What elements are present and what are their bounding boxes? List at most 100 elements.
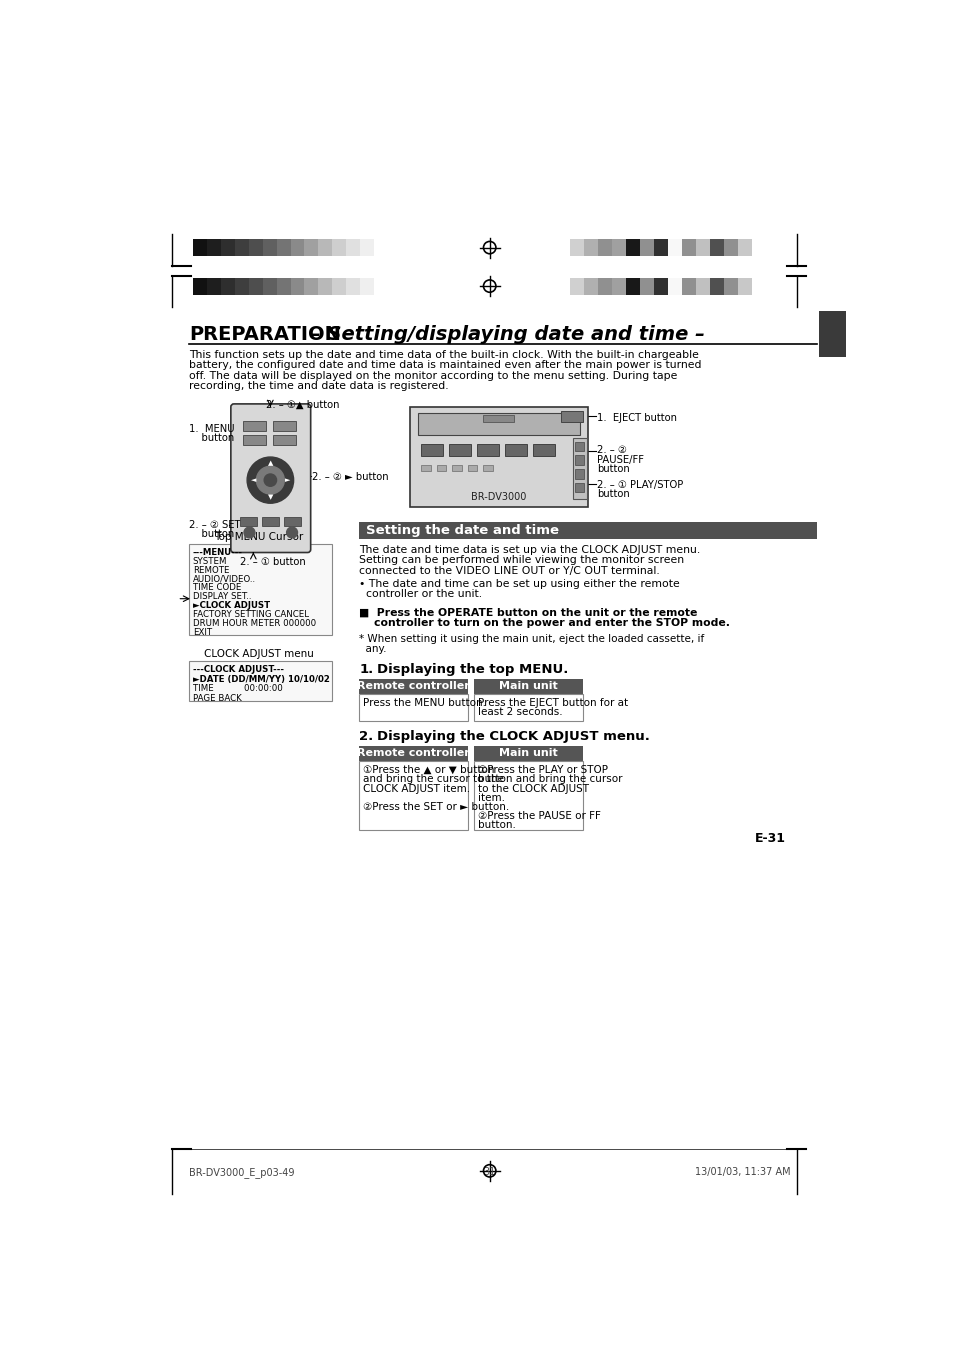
Text: Press the EJECT button for at: Press the EJECT button for at bbox=[477, 698, 627, 708]
Text: ►DATE (DD/MM/YY) 10/10/02: ►DATE (DD/MM/YY) 10/10/02 bbox=[193, 674, 330, 684]
Text: 2. – ② ► button: 2. – ② ► button bbox=[312, 473, 389, 482]
Bar bbox=[612, 239, 625, 257]
Text: Top MENU Cursor: Top MENU Cursor bbox=[213, 532, 303, 542]
Bar bbox=[583, 277, 598, 295]
Bar bbox=[240, 517, 257, 526]
Bar bbox=[474, 694, 582, 721]
Bar bbox=[474, 761, 582, 831]
Bar bbox=[575, 484, 583, 493]
Text: ---MENU---: ---MENU--- bbox=[193, 549, 243, 557]
Bar bbox=[575, 442, 583, 451]
Text: 2. – ①▲ button: 2. – ①▲ button bbox=[266, 400, 339, 409]
Text: ◄: ◄ bbox=[251, 477, 255, 484]
Bar bbox=[421, 444, 443, 457]
Bar bbox=[474, 746, 582, 761]
Text: – Setting/displaying date and time –: – Setting/displaying date and time – bbox=[311, 326, 704, 345]
Text: BR-DV3000: BR-DV3000 bbox=[471, 492, 526, 501]
Bar bbox=[639, 277, 654, 295]
Text: button: button bbox=[189, 530, 234, 539]
Text: battery, the configured date and time data is maintained even after the main pow: battery, the configured date and time da… bbox=[189, 361, 700, 370]
Text: item.: item. bbox=[477, 793, 504, 802]
Text: 31: 31 bbox=[483, 1167, 496, 1177]
Bar bbox=[417, 413, 579, 435]
Text: and bring the cursor to the: and bring the cursor to the bbox=[363, 774, 504, 785]
Bar bbox=[505, 444, 526, 457]
Text: connected to the VIDEO LINE OUT or Y/C OUT terminal.: connected to the VIDEO LINE OUT or Y/C O… bbox=[359, 566, 659, 576]
Bar bbox=[359, 523, 816, 539]
Text: ②Press the PAUSE or FF: ②Press the PAUSE or FF bbox=[477, 811, 600, 821]
Text: FACTORY SETTING CANCEL: FACTORY SETTING CANCEL bbox=[193, 609, 309, 619]
Bar bbox=[304, 239, 318, 257]
Bar bbox=[207, 277, 220, 295]
Text: controller to turn on the power and enter the STOP mode.: controller to turn on the power and ente… bbox=[359, 619, 730, 628]
Text: F.FWD: F.FWD bbox=[508, 447, 523, 453]
Bar bbox=[695, 277, 709, 295]
Text: button: button bbox=[597, 463, 630, 474]
Bar bbox=[570, 239, 583, 257]
Bar bbox=[374, 277, 388, 295]
Text: ►CLOCK ADJUST: ►CLOCK ADJUST bbox=[193, 601, 270, 611]
Text: EJECT: EJECT bbox=[563, 413, 578, 419]
Text: PREPARATION: PREPARATION bbox=[189, 326, 340, 345]
Bar bbox=[220, 239, 234, 257]
Bar bbox=[332, 239, 346, 257]
Bar bbox=[598, 239, 612, 257]
Circle shape bbox=[247, 457, 294, 503]
Text: least 2 seconds.: least 2 seconds. bbox=[477, 708, 562, 717]
Bar bbox=[291, 277, 304, 295]
Bar bbox=[276, 277, 291, 295]
Text: controller or the unit.: controller or the unit. bbox=[359, 589, 482, 598]
Circle shape bbox=[264, 474, 276, 486]
Text: any.: any. bbox=[359, 644, 387, 654]
Bar bbox=[421, 465, 431, 471]
Bar bbox=[346, 277, 360, 295]
Text: The date and time data is set up via the CLOCK ADJUST menu.: The date and time data is set up via the… bbox=[359, 544, 700, 555]
Bar bbox=[737, 277, 751, 295]
Bar bbox=[262, 239, 276, 257]
FancyBboxPatch shape bbox=[231, 404, 311, 553]
Text: off. The data will be displayed on the monitor according to the menu setting. Du: off. The data will be displayed on the m… bbox=[189, 370, 677, 381]
Text: Displaying the CLOCK ADJUST menu.: Displaying the CLOCK ADJUST menu. bbox=[376, 731, 649, 743]
Bar bbox=[243, 422, 266, 431]
Bar bbox=[249, 277, 262, 295]
Text: PAUSE/FF: PAUSE/FF bbox=[597, 455, 643, 465]
Text: ■  Press the OPERATE button on the unit or the remote: ■ Press the OPERATE button on the unit o… bbox=[359, 608, 698, 617]
Text: ►: ► bbox=[284, 477, 290, 484]
Bar bbox=[374, 239, 388, 257]
Bar bbox=[483, 415, 514, 423]
Text: 2. – ① button: 2. – ① button bbox=[240, 557, 306, 567]
Bar bbox=[359, 694, 468, 721]
Bar bbox=[436, 465, 446, 471]
Bar bbox=[262, 277, 276, 295]
Bar bbox=[625, 277, 639, 295]
Bar bbox=[474, 678, 582, 694]
Text: 2. – ② SET: 2. – ② SET bbox=[189, 520, 240, 530]
Bar bbox=[819, 311, 845, 357]
Bar bbox=[681, 277, 695, 295]
Bar bbox=[332, 277, 346, 295]
Text: PLAY: PLAY bbox=[454, 447, 466, 453]
Bar bbox=[612, 277, 625, 295]
Bar bbox=[207, 239, 220, 257]
Text: CLOCK ADJUST menu: CLOCK ADJUST menu bbox=[204, 648, 314, 659]
Text: Displaying the top MENU.: Displaying the top MENU. bbox=[376, 663, 567, 677]
Bar bbox=[249, 239, 262, 257]
Text: Setting the date and time: Setting the date and time bbox=[365, 524, 558, 538]
Text: PAUSE: PAUSE bbox=[479, 447, 496, 453]
Bar bbox=[193, 239, 207, 257]
Bar bbox=[598, 277, 612, 295]
Bar bbox=[695, 239, 709, 257]
Text: TIME           00:00:00: TIME 00:00:00 bbox=[193, 684, 282, 693]
Bar bbox=[243, 435, 266, 444]
Bar bbox=[723, 239, 737, 257]
Bar bbox=[189, 661, 332, 701]
Text: button.: button. bbox=[477, 820, 516, 831]
Text: TIME CODE: TIME CODE bbox=[193, 584, 241, 592]
Circle shape bbox=[256, 466, 284, 494]
Bar bbox=[723, 277, 737, 295]
Text: button: button bbox=[597, 489, 630, 500]
Bar bbox=[533, 444, 555, 457]
Text: REW: REW bbox=[426, 447, 437, 453]
Bar bbox=[570, 277, 583, 295]
Text: STOP: STOP bbox=[537, 447, 550, 453]
